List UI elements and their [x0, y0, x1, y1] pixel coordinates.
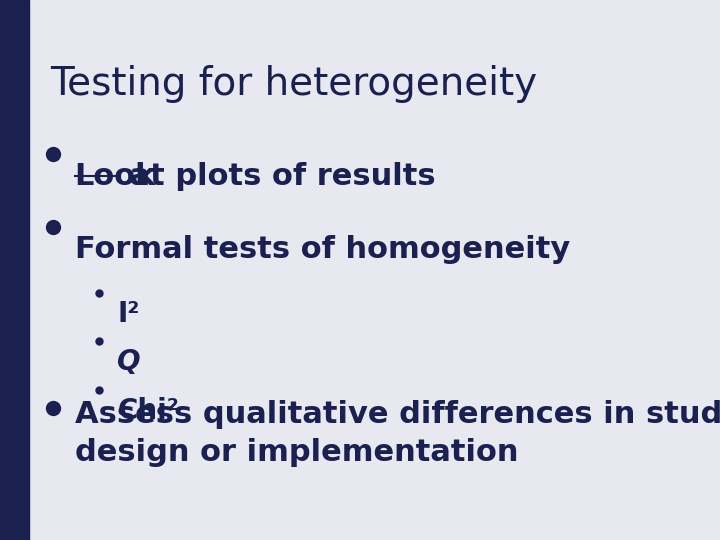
Text: I²: I²: [117, 300, 140, 328]
Text: Testing for heterogeneity: Testing for heterogeneity: [50, 65, 538, 103]
Text: Assess qualitative differences in study
design or implementation: Assess qualitative differences in study …: [75, 400, 720, 467]
Text: at plots of results: at plots of results: [119, 162, 436, 191]
Text: Q: Q: [117, 348, 141, 376]
Bar: [0, 0, 30, 540]
Text: Formal tests of homogeneity: Formal tests of homogeneity: [75, 235, 570, 264]
Text: Look: Look: [75, 162, 156, 191]
Text: Chi²: Chi²: [117, 397, 179, 425]
